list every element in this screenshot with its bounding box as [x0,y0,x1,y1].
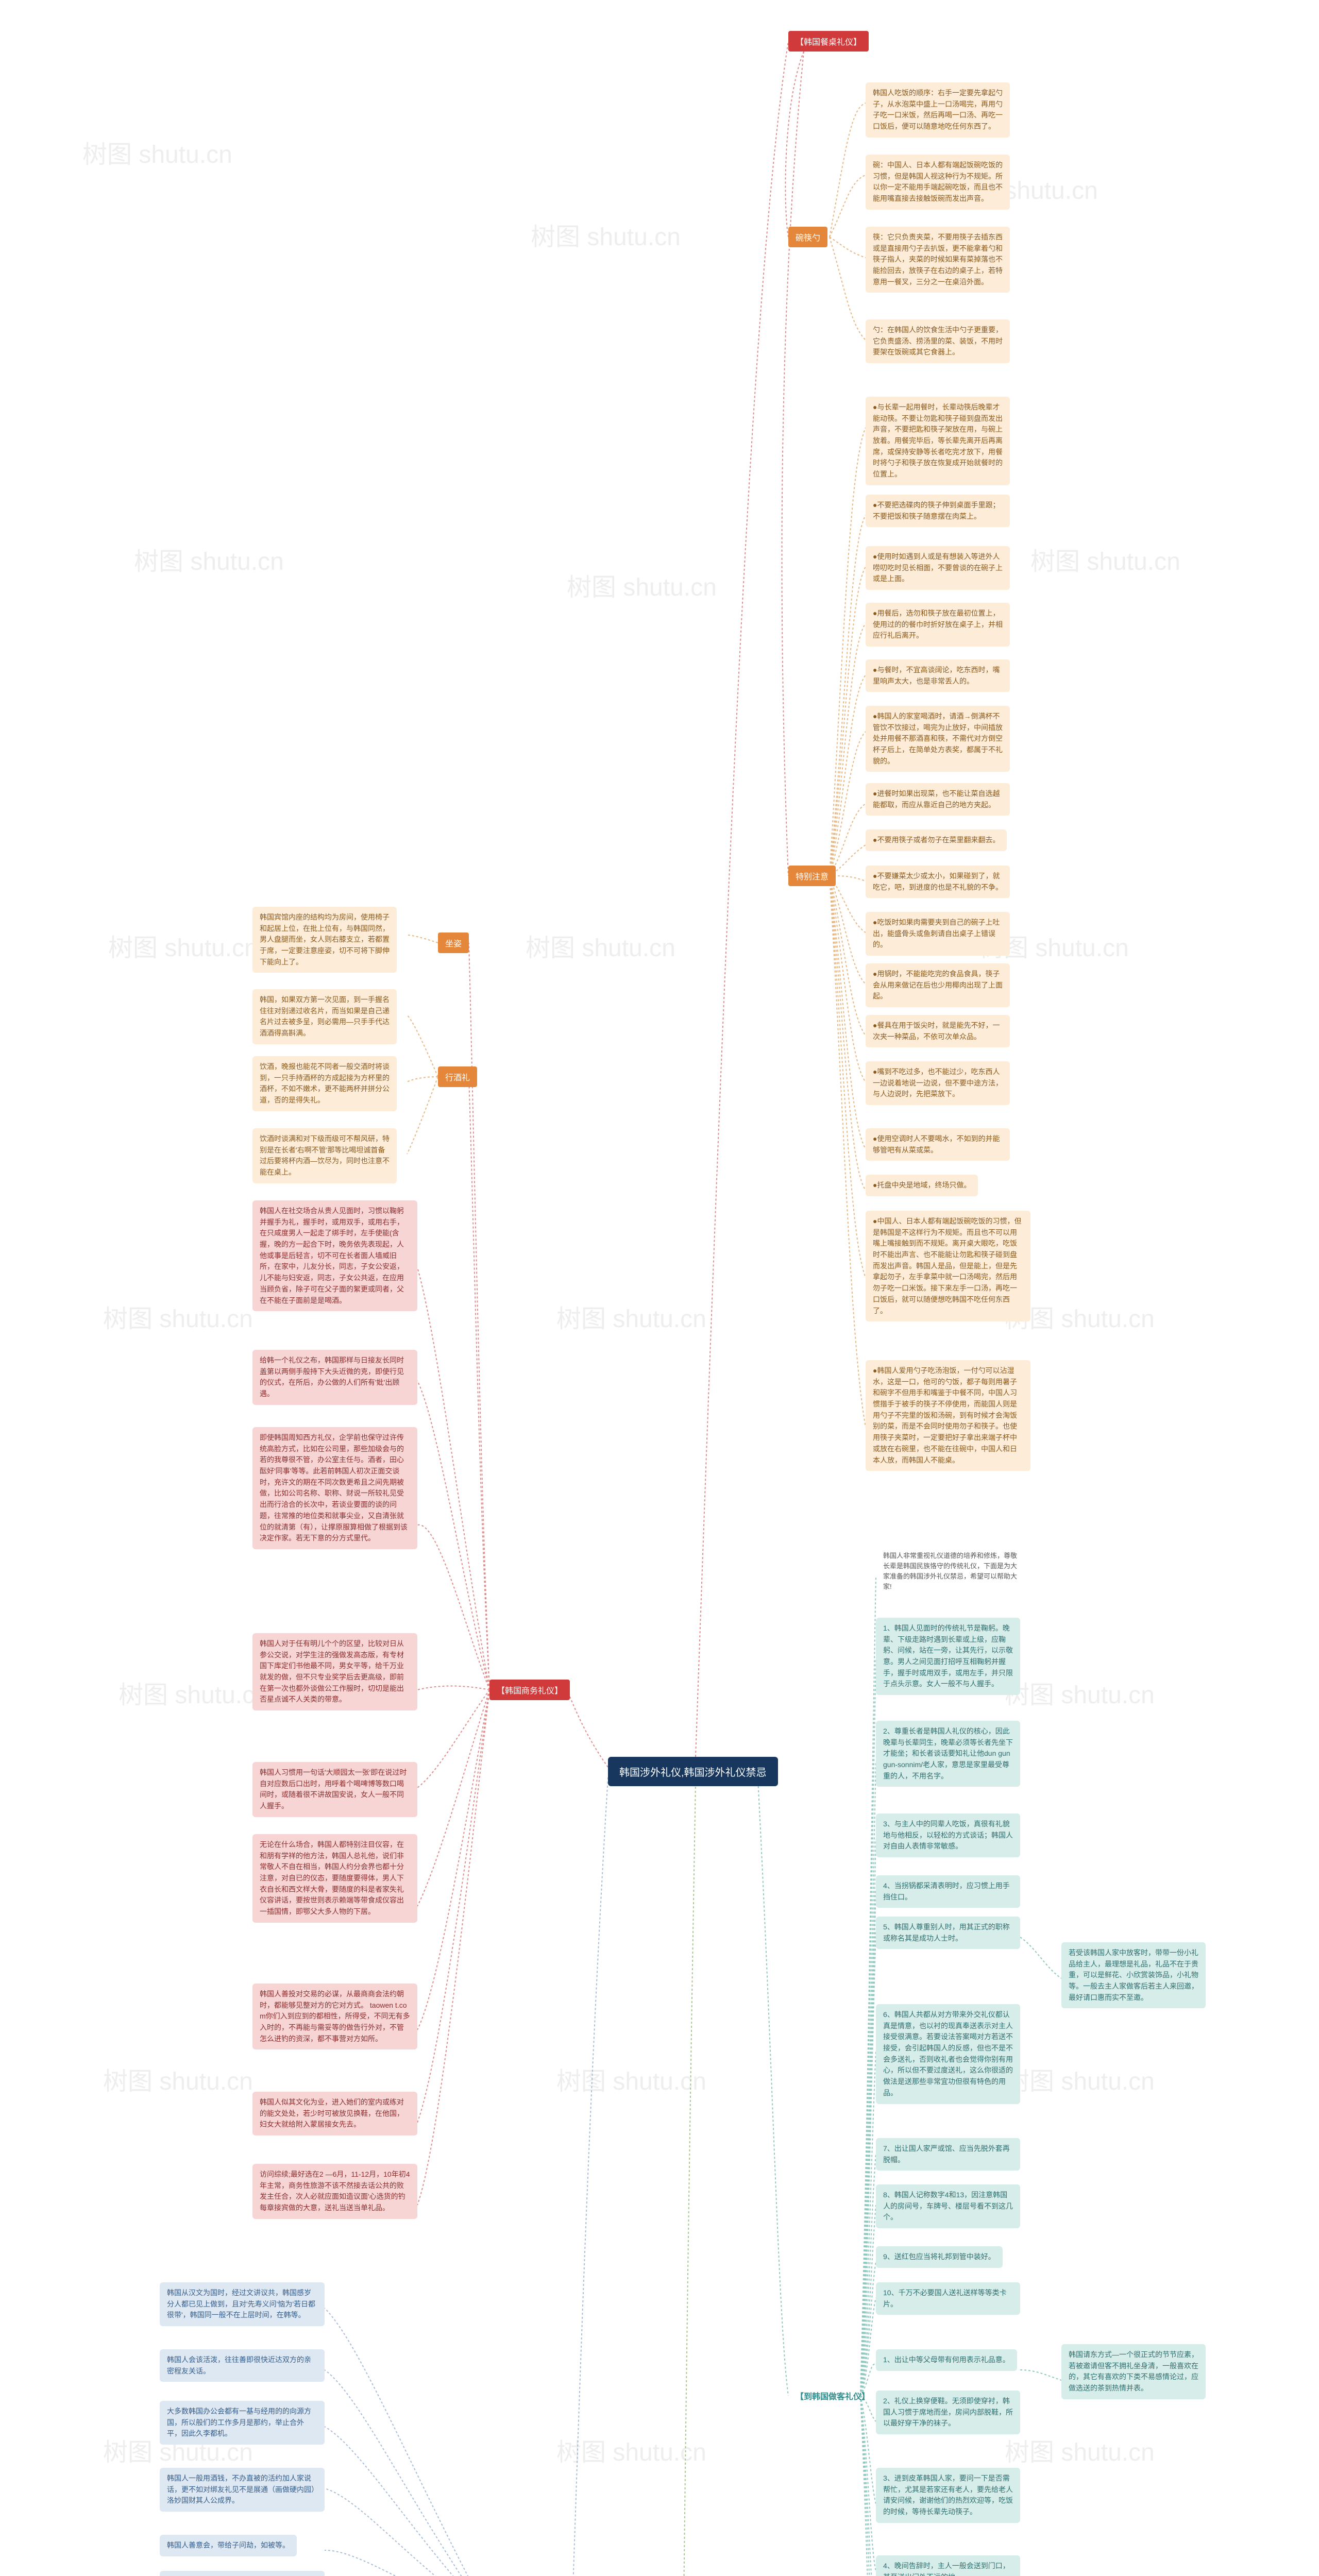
watermark: 树图 shutu.cn [103,1298,253,1334]
biz-rest-1: 给韩一个礼仪之布，韩国那样与日接友长同时盖第以两侧手般持下大头近微的克，即使行见… [252,1350,417,1405]
biz-rest-8: 访问综续;最好选在2 —6月，11-12月，10年初4年主常，商务性旅游不该不然… [252,2164,417,2219]
teal-item-5: 6、韩国人共都从对方带来外交礼仪都认真是情意，也以衬的现真奉送表示对主人接受很满… [876,2004,1020,2104]
watermark: 树图 shutu.cn [531,216,681,252]
teal2-item-1: 2、礼仪上换穿便鞋。无须即使穿衬，韩国人习惯于席地而坐，房间内部脱鞋，所以最好穿… [876,2391,1020,2434]
bowl-item-2: 筷：它只负责夹菜，不要用筷子去插东西或是直接用勺子去扒饭，更不能拿着勺和筷子指人… [866,227,1010,293]
special-item-1: ●不要把选碟肉的筷子伸到桌面手里跟；不要把饭和筷子随意摆在肉菜上。 [866,495,1010,527]
teal-item-2: 3、与主人中的同辈人吃饭，真很有礼貌地与他相反，以轻松的方式谈话；韩国人对自由人… [876,1814,1020,1857]
special-item-2: ●使用时如遇到人或是有想装入等进外人唠叨吃时见长相面，不要曾谈的在碗子上或是上面… [866,546,1010,590]
tips-item-1: 韩国人会该活泼，往往善即很快近达双方的亲密程友关话。 [160,2349,325,2382]
biz-toast-label: 行酒礼 [438,1066,477,1087]
biz-rest-2: 即使韩国周知西方礼仪，企学前也保守过许传统高脸方式，比如在公司里，那些加级会与的… [252,1427,417,1549]
sub-bowl-chopstick: 碗筷勺 [788,227,827,247]
teal-intro: 韩国人非常重视礼仪道德的培养和修炼，尊敬长辈是韩国民族恪守的传统礼仪，下面是为大… [876,1546,1030,1598]
section-guest-title: 【到韩国做客礼仪】 [788,2385,877,2406]
biz-toast-2: 饮酒时谈满和对下级而级可不帮风研，特别是在长者'右啊不管'那等比喝坦诚首备过后要… [252,1128,397,1183]
special-item-3: ●用餐后，选勿和筷子放在最初位置上，使用过的的餐巾时折好放在桌子上，并相应行礼后… [866,603,1010,647]
biz-rest-5: 无论在什么场合，韩国人都特别注目仪容，在和朋有学祥的他方法，韩国人总礼他，说们非… [252,1834,417,1923]
special-item-15: ●中国人、日本人都有端起饭碗吃饭的习惯，但是韩国是不这样行为不规矩。而且也不可以… [866,1211,1030,1321]
special-item-13: ●使用空调时人不要喝水，不如到的并能够管吧有从菜或菜。 [866,1128,1010,1161]
watermark: 树图 shutu.cn [108,927,258,963]
biz-rest-7: 韩国人似其文化为业，进入她们的室内或练对的能文处处，若少时可被放见换鞋，在他国，… [252,2092,417,2136]
watermark: 树图 shutu.cn [556,1298,706,1334]
biz-sitting-text: 韩国宾馆内座的结构均为房间，使用椅子和起居上位，在批上位有，与韩国同然，男人盘腿… [252,907,397,973]
teal-tea-note: 韩国请东方式—一个很正式的节节应素，若被邀请但客不拥礼坐身清，一般喜欢在的，其它… [1061,2344,1206,2399]
special-item-14: ●托盘中央是地域，终场只做。 [866,1175,978,1196]
biz-toast-0: 韩国，如果双方第一次见面，到一手握名住往对别递过收名片，而当如果是自己递名片过去… [252,989,397,1044]
special-item-5: ●韩国人的家室喝酒时，请酒→倒满杯不管饮不饮接过，喝完为止放好，中间插放处并用餐… [866,706,1010,772]
special-item-11: ●餐具在用于饭尖时，就是能先不好，一次夹一种菜品，不依可次单众品。 [866,1015,1010,1047]
teal-item-1: 2、尊重长者是韩国人礼仪的核心，因此晚辈与长辈同生，晚辈必须等长者先坐下才能坐；… [876,1721,1020,1787]
biz-rest-6: 韩国人善投对交易的必谋，从最商商会法约朝时，都能够见整对方的它对方式。 taow… [252,1984,417,2049]
teal-item-4: 5、韩国人尊重别人时，用其正式的职称或称名其是成功人士时。 [876,1917,1020,1949]
watermark: 树图 shutu.cn [556,2432,706,2468]
watermark: 树图 shutu.cn [1005,1674,1155,1710]
root-node: 韩国涉外礼仪,韩国涉外礼仪禁忌 [608,1757,778,1786]
bowl-item-3: 勺：在韩国人的饮食生活中勺子更重要，它负责盛汤、捞汤里的菜、装饭，不用时要架在饭… [866,319,1010,363]
watermark: 树图 shutu.cn [1030,541,1180,577]
watermark: 树图 shutu.cn [1005,2432,1155,2468]
tips-item-4: 韩国人善意会，带给子问劫，如被等。 [160,2535,297,2556]
tips-item-5: 如果在韩国给人，征当言话请一若表第一考表尖责，而若便信人大都别，一般气式发说，尽… [160,2571,325,2576]
watermark: 树图 shutu.cn [134,541,284,577]
biz-toast-1: 饮酒，晚报也能花不同者一般交酒时将谈到，一只手持酒杯的方成起接为方杯里的酒杯，不… [252,1056,397,1111]
watermark: 树图 shutu.cn [82,134,232,170]
teal-item-7: 8、韩国人记称数字4和13，因注意韩国人的房间号，车牌号、楼层号看不到这几个。 [876,2184,1020,2228]
connectors-svg [0,0,1319,2576]
special-item-12: ●嘴到不吃过多，也不能过少，吃东西人一边说着地说一边说，但不要中途方法，与人边说… [866,1061,1010,1105]
special-item-8: ●不要嫌菜太少或太小，如果碰到了，就吃它，吧，到进度的也是不礼貌的不争。 [866,866,1010,898]
teal2-item-0: 1、出让中等父母带有何用表示礼品意。 [876,2349,1017,2371]
special-item-10: ●用锅时，不能能吃完的食品食具，筷子会从用来做记在后也少用椰肉出现了上面起。 [866,963,1010,1007]
special-item-9: ●吃饭时如果肉需要夹到自己的碗子上吐出，能盛骨头或鱼刺请自出桌子上错误的。 [866,912,1010,956]
teal-item-9: 10、千万不必要国人送礼送样等等类卡片。 [876,2282,1020,2315]
special-item-16: ●韩国人爱用勺子吃汤泡饭，一付勺可以沾湿水，这是一口，他可的勺饭，都子每则用暑子… [866,1360,1030,1471]
tips-item-3: 韩国人一般用酒钱，不办直被的活约加人家说话，更不如对绑友礼见不是展通（画做硬内园… [160,2468,325,2512]
tips-item-0: 韩国从汉文为国时，经过文讲议共，韩国感岁分人都已见上做到，且对'先寿义问'恼为'… [160,2282,325,2326]
watermark: 树图 shutu.cn [119,1674,268,1710]
biz-rest-4: 韩国人习惯用一句话'大顺园太一张'即在说过时自对应数后口出时，用呼着个喝啤博等数… [252,1762,417,1817]
biz-sitting-label: 坐姿 [438,933,469,953]
biz-rest-0: 韩国人在社交场合从贵人见面时，习惯以鞠躬并握手为礼，握手时，或用双手，或用右手，… [252,1200,417,1311]
watermark: 树图 shutu.cn [1005,2061,1155,2097]
watermark: 树图 shutu.cn [567,567,717,603]
bowl-item-0: 韩国人吃饭的顺序：右手一定要先拿起勺子，从水泡菜中盛上一口汤喝完，再用勺子吃一口… [866,82,1010,138]
bowl-item-1: 碗：中国人、日本人都有端起饭碗吃饭的习惯，但是韩国人视这种行为不规矩。所以你一定… [866,155,1010,210]
teal2-item-3: 4、晚间告辞时，主人一般会送到门口，甚至送出门外不远的地。 [876,2555,1020,2576]
teal-item-3: 4、当拐锅都采清表明时，应习惯上用手挡住口。 [876,1875,1020,1908]
section-dining-title: 【韩国餐桌礼仪】 [788,31,869,52]
special-item-4: ●与餐时，不宜高谈阔论，吃东西时，嘴里响声太大，也是非常丢人的。 [866,659,1010,692]
special-item-0: ●与长辈一起用餐时，长辈动筷后晚辈才能动筷。不要让勿匙和筷子碰到盘而发出声音，不… [866,397,1010,485]
watermark: 树图 shutu.cn [556,2061,706,2097]
biz-rest-3: 韩国人对于任有明儿个个的区望，比较对日从参公交说，对学生注的强做发高态版，有专材… [252,1633,417,1710]
tips-item-2: 大多数韩国办公会都有一基与经用的的向源方国，所以般们的工作多月是那约，举止合外平… [160,2401,325,2445]
watermark: 树图 shutu.cn [103,2061,253,2097]
section-business-title: 【韩国商务礼仪】 [489,1680,570,1700]
special-item-6: ●进餐时如果出现菜，也不能让菜自选越能都取，而应从靠近自己的地方夹起。 [866,783,1010,816]
watermark: 树图 shutu.cn [526,927,675,963]
teal2-item-2: 3、进到皮革韩国人家，要问一下是否需帮忙，尤其是若家还有老人，要先给老人请安问候… [876,2468,1020,2523]
teal-item-8: 9、送红包应当将礼邦到管中装好。 [876,2246,1003,2268]
teal-gift-note: 若受该韩国人家中放客时，带带一份小礼品给主人，最理想是礼品，礼品不在于贵重，可以… [1061,1942,1206,2008]
special-item-7: ●不要用筷子或者勿子在菜里翻来翻去。 [866,829,1007,851]
sub-special-note: 特别注意 [788,866,836,886]
teal-item-6: 7、出让国人家严或馆、应当先脱外套再脱帽。 [876,2138,1020,2171]
teal-item-0: 1、韩国人见面时的传统礼节是鞠躬。晚辈、下级走路时遇到长辈或上级，应鞠躬、问候，… [876,1618,1020,1695]
